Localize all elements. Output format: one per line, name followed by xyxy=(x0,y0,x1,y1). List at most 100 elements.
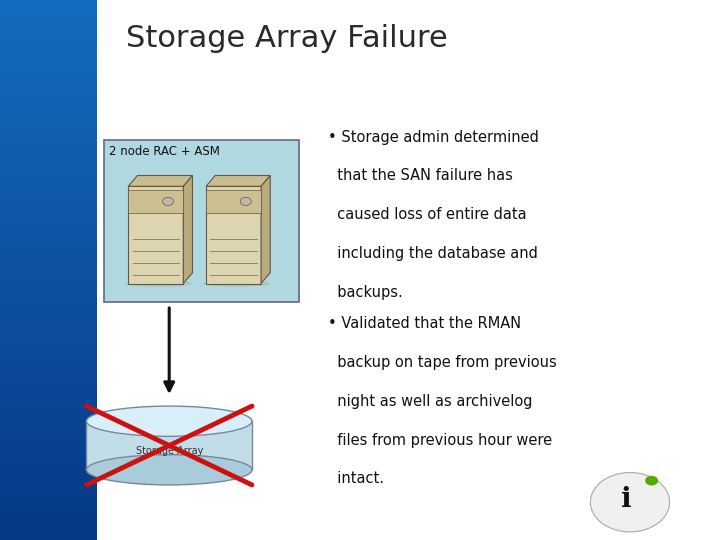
Bar xyxy=(0,108,97,112)
Bar xyxy=(0,122,97,126)
Text: intact.: intact. xyxy=(328,471,384,487)
Bar xyxy=(0,202,97,207)
Text: including the database and: including the database and xyxy=(328,246,537,261)
Ellipse shape xyxy=(86,406,252,436)
Bar xyxy=(0,85,97,90)
Bar xyxy=(0,320,97,324)
Bar xyxy=(128,190,184,213)
Bar xyxy=(0,212,97,216)
Bar xyxy=(0,81,97,85)
Text: caused loss of entire data: caused loss of entire data xyxy=(328,207,526,222)
Ellipse shape xyxy=(203,280,270,287)
Bar xyxy=(0,198,97,202)
Bar xyxy=(0,31,97,36)
Bar xyxy=(0,77,97,81)
Bar xyxy=(0,252,97,256)
Bar xyxy=(0,270,97,274)
Text: backups.: backups. xyxy=(328,285,402,300)
Bar xyxy=(0,392,97,396)
Bar xyxy=(0,180,97,185)
Bar xyxy=(0,189,97,193)
Ellipse shape xyxy=(125,280,192,287)
Bar xyxy=(0,360,97,364)
Bar xyxy=(0,459,97,463)
Bar xyxy=(0,522,97,526)
Bar xyxy=(0,4,97,9)
Bar xyxy=(0,58,97,63)
Bar xyxy=(0,131,97,135)
Bar xyxy=(0,490,97,495)
Text: • Validated that the RMAN: • Validated that the RMAN xyxy=(328,316,521,331)
Bar xyxy=(0,18,97,23)
Bar xyxy=(0,396,97,401)
Bar xyxy=(0,315,97,320)
Bar xyxy=(0,220,97,225)
Bar xyxy=(0,144,97,148)
Bar xyxy=(0,14,97,18)
Bar xyxy=(0,99,97,104)
Bar xyxy=(0,517,97,522)
Text: files from previous hour were: files from previous hour were xyxy=(328,433,552,448)
Bar xyxy=(0,468,97,472)
Polygon shape xyxy=(206,186,261,284)
Bar xyxy=(0,526,97,531)
Bar xyxy=(0,247,97,252)
Bar xyxy=(0,279,97,284)
Bar xyxy=(0,72,97,77)
Bar xyxy=(0,486,97,490)
Bar xyxy=(0,112,97,117)
Bar xyxy=(0,126,97,131)
Bar xyxy=(0,293,97,297)
Bar xyxy=(0,338,97,342)
Bar xyxy=(0,306,97,310)
Bar xyxy=(0,504,97,509)
Polygon shape xyxy=(184,176,192,284)
Bar xyxy=(0,261,97,266)
Bar xyxy=(0,288,97,293)
Bar xyxy=(0,301,97,306)
Text: Storage Array: Storage Array xyxy=(135,446,203,456)
Bar xyxy=(0,230,97,234)
Text: that the SAN failure has: that the SAN failure has xyxy=(328,168,513,184)
Bar xyxy=(0,104,97,108)
Bar xyxy=(0,45,97,50)
Bar xyxy=(0,94,97,99)
Bar xyxy=(0,0,97,4)
Bar xyxy=(0,531,97,536)
Polygon shape xyxy=(206,176,270,186)
Bar xyxy=(0,216,97,220)
Circle shape xyxy=(163,197,174,206)
Bar xyxy=(0,436,97,441)
Bar xyxy=(0,441,97,445)
Bar xyxy=(0,414,97,418)
Bar xyxy=(0,369,97,374)
Bar xyxy=(0,347,97,351)
Bar xyxy=(0,463,97,468)
Bar xyxy=(0,166,97,171)
Bar xyxy=(0,432,97,436)
Bar xyxy=(0,364,97,369)
Bar xyxy=(0,536,97,540)
Bar xyxy=(0,117,97,122)
Bar xyxy=(0,63,97,68)
Bar xyxy=(0,495,97,500)
Bar xyxy=(0,500,97,504)
Bar xyxy=(0,162,97,166)
Bar xyxy=(0,374,97,378)
Bar xyxy=(0,90,97,94)
Bar xyxy=(0,68,97,72)
Bar xyxy=(0,36,97,40)
Bar xyxy=(0,239,97,243)
Bar xyxy=(0,428,97,432)
Bar xyxy=(0,333,97,338)
Bar xyxy=(0,139,97,144)
Bar xyxy=(0,513,97,517)
Bar xyxy=(0,274,97,279)
Bar xyxy=(0,405,97,409)
Circle shape xyxy=(645,476,658,485)
Polygon shape xyxy=(261,176,270,284)
Bar xyxy=(0,176,97,180)
Bar xyxy=(206,190,261,213)
Bar xyxy=(0,135,97,139)
Bar xyxy=(0,23,97,27)
